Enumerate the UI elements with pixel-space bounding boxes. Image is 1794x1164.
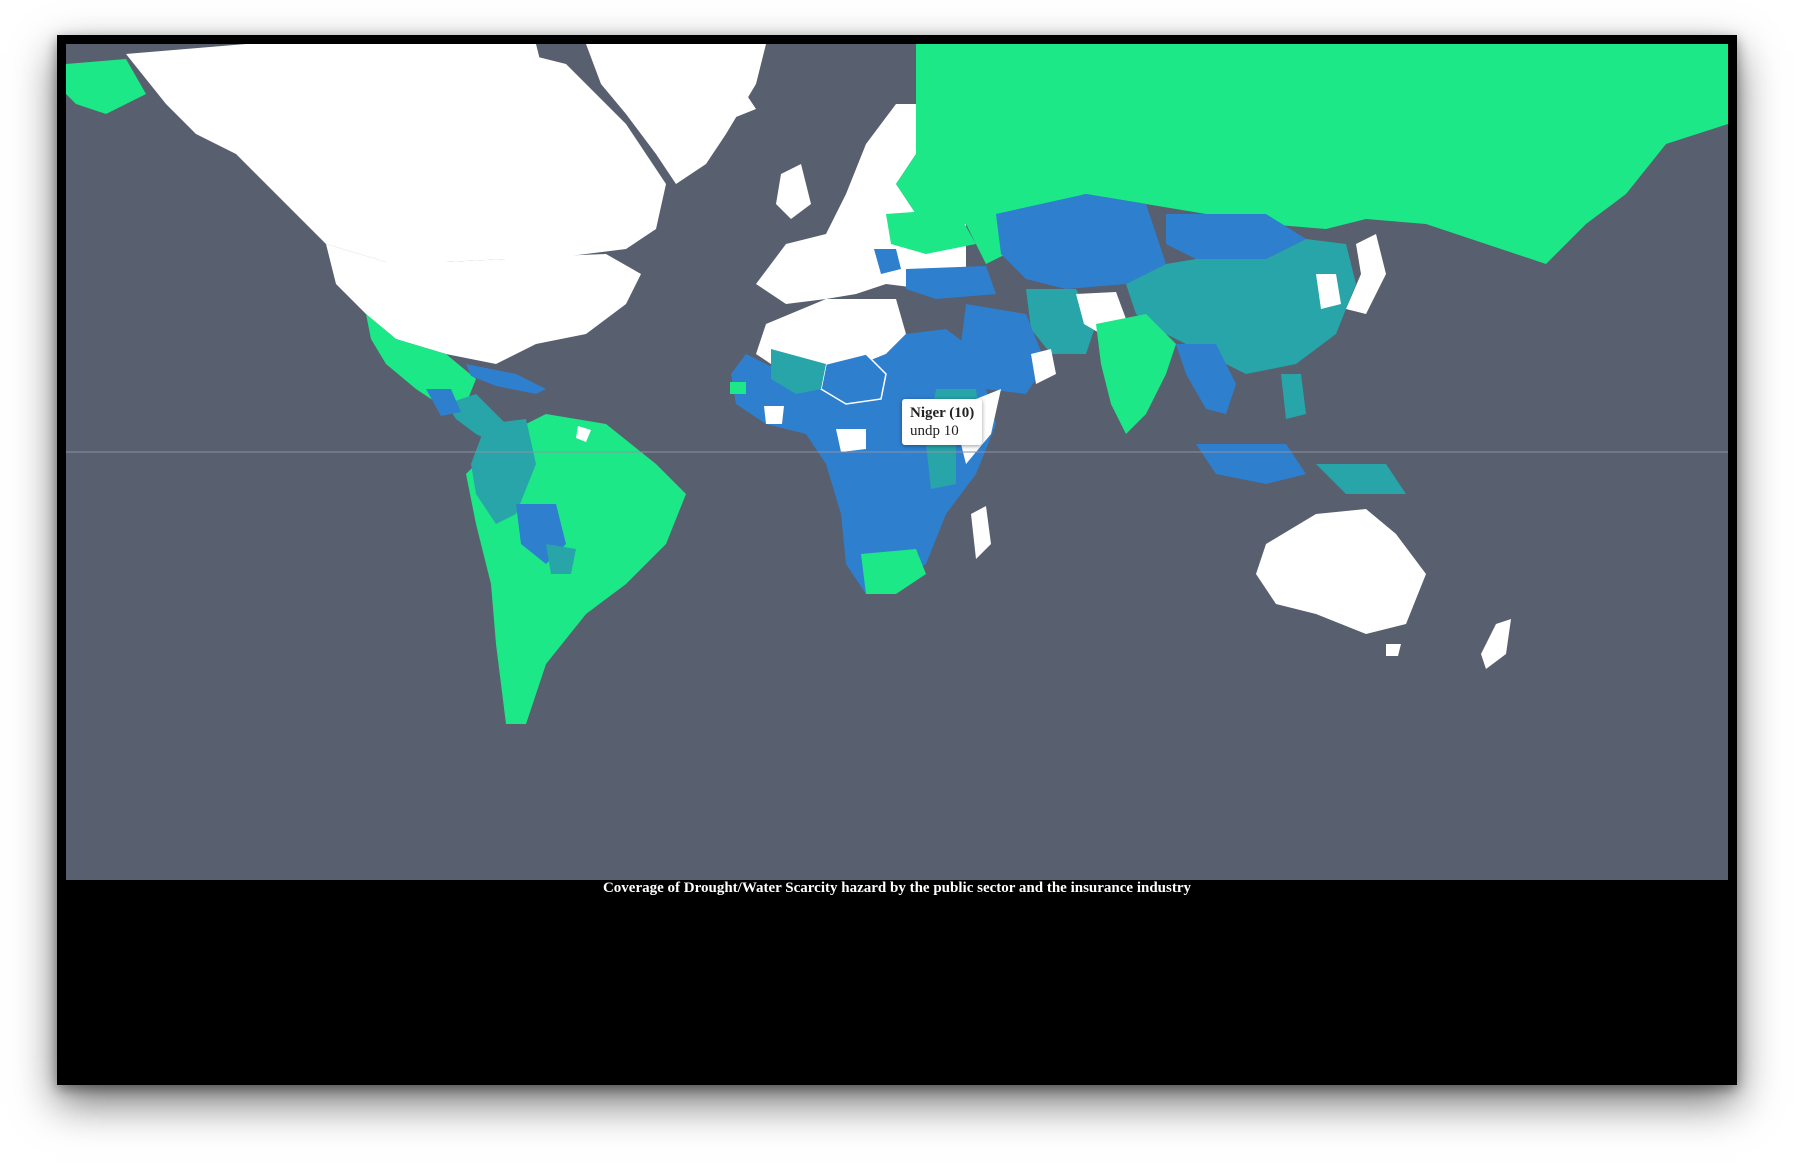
paraguay[interactable] (546, 544, 576, 574)
saudi-arabia[interactable] (961, 304, 1046, 394)
alaska[interactable] (66, 59, 146, 114)
guatemala[interactable] (426, 389, 461, 416)
central-african-white[interactable] (836, 429, 866, 452)
southeast-asia[interactable] (1176, 344, 1236, 414)
russia[interactable] (896, 44, 1728, 264)
indonesia[interactable] (1196, 444, 1306, 484)
japan[interactable] (1346, 234, 1386, 314)
mexico[interactable] (366, 314, 476, 409)
iceland[interactable] (706, 94, 756, 119)
oman[interactable] (1031, 349, 1056, 384)
tooltip-title: Niger (10) (910, 405, 975, 421)
korea[interactable] (1316, 274, 1341, 309)
africa[interactable] (731, 329, 996, 594)
mongolia[interactable] (1166, 214, 1306, 259)
madagascar[interactable] (971, 506, 991, 559)
map-title: Coverage of Drought/Water Scarcity hazar… (602, 880, 1192, 896)
senegal[interactable] (730, 382, 746, 394)
tasmania[interactable] (1386, 644, 1401, 656)
mali[interactable] (771, 349, 826, 394)
map-window: Coverage of Drought/Water Scarcity hazar… (57, 35, 1737, 1085)
iran[interactable] (1026, 289, 1096, 354)
french-guiana[interactable] (576, 426, 591, 442)
uk[interactable] (776, 164, 811, 219)
balkans[interactable] (874, 249, 901, 274)
usa[interactable] (326, 244, 641, 364)
australia[interactable] (1256, 509, 1426, 634)
world-map-svg[interactable] (66, 44, 1728, 880)
turkey[interactable] (906, 266, 996, 299)
caribbean[interactable] (466, 364, 546, 394)
greenland[interactable] (586, 44, 766, 184)
ivory-coast[interactable] (764, 406, 784, 424)
china[interactable] (1126, 239, 1356, 374)
colombia-peru[interactable] (471, 419, 536, 524)
europe[interactable] (756, 104, 966, 304)
philippines[interactable] (1281, 374, 1306, 419)
south-africa[interactable] (861, 549, 926, 594)
canada[interactable] (126, 44, 666, 262)
india[interactable] (1096, 314, 1176, 434)
arctic-islands (396, 44, 546, 114)
papua[interactable] (1316, 464, 1406, 494)
kazakhstan[interactable] (996, 194, 1166, 289)
country-tooltip: Niger (10) undp 10 (902, 399, 983, 445)
world-map[interactable] (66, 44, 1728, 880)
tooltip-body: undp 10 (910, 423, 959, 439)
new-zealand[interactable] (1481, 619, 1511, 669)
kenya[interactable] (926, 444, 956, 489)
